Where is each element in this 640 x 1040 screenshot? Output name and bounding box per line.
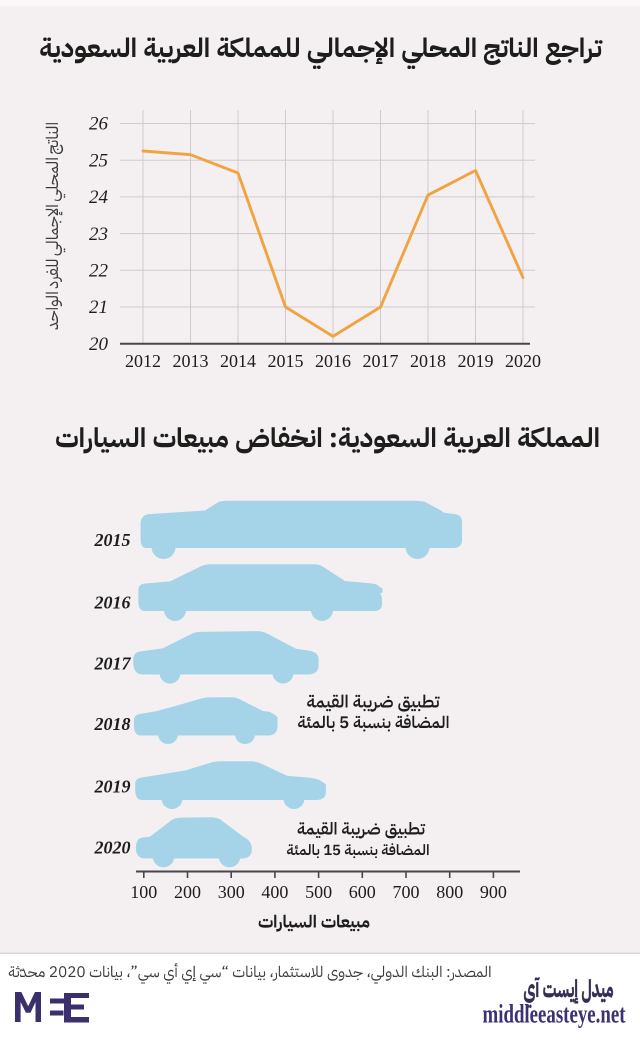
svg-text:22: 22 [89,261,109,282]
svg-text:2019: 2019 [94,777,131,797]
svg-text:21: 21 [89,297,108,318]
svg-text:2016: 2016 [315,351,351,371]
svg-text:700: 700 [393,882,420,902]
svg-text:2015: 2015 [268,351,304,371]
svg-text:2014: 2014 [220,351,256,371]
svg-text:26: 26 [89,114,109,135]
svg-text:2016: 2016 [94,593,131,613]
svg-text:2018: 2018 [94,714,131,734]
svg-text:middleeasteye.net: middleeasteye.net [483,1000,626,1029]
svg-text:2020: 2020 [505,351,541,371]
svg-text:20: 20 [89,334,109,355]
svg-text:24: 24 [89,187,109,208]
svg-text:2017: 2017 [363,351,399,371]
svg-text:400: 400 [261,882,288,902]
svg-text:2015: 2015 [94,530,131,550]
svg-text:100: 100 [130,882,157,902]
svg-text:600: 600 [349,882,376,902]
svg-text:2020: 2020 [94,838,131,858]
svg-text:2012: 2012 [125,351,161,371]
svg-text:2013: 2013 [173,351,209,371]
svg-text:23: 23 [89,224,108,245]
svg-text:300: 300 [218,882,245,902]
svg-text:2017: 2017 [94,654,132,674]
svg-text:500: 500 [305,882,332,902]
svg-text:800: 800 [436,882,463,902]
svg-text:200: 200 [174,882,201,902]
svg-text:2019: 2019 [458,351,494,371]
svg-text:2018: 2018 [410,351,446,371]
svg-text:900: 900 [480,882,507,902]
svg-text:25: 25 [89,150,108,171]
